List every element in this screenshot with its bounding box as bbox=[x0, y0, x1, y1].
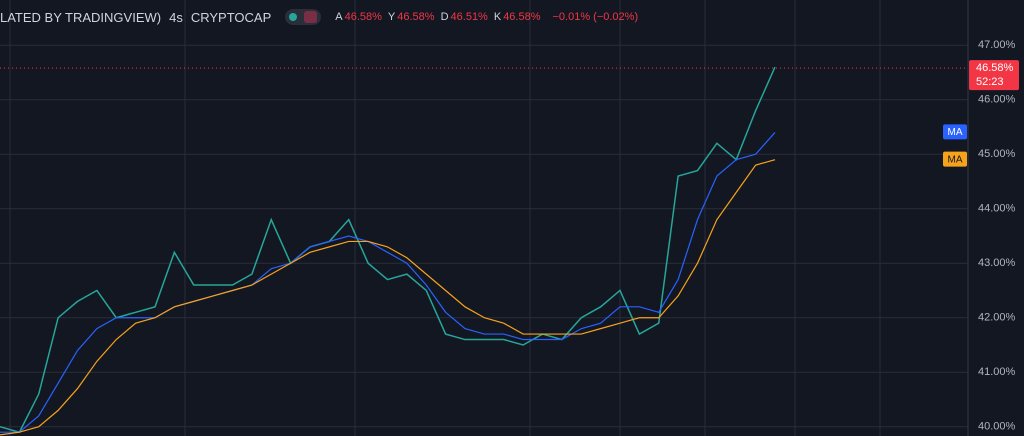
ohlc: A 46.58% Y 46.58% D 46.51% K 46.58% bbox=[335, 11, 544, 23]
ma-tag-label: MA bbox=[948, 154, 963, 165]
y-tick-label: 46.00% bbox=[978, 94, 1016, 106]
time-grid bbox=[9, 0, 881, 436]
y-tick-label: 44.00% bbox=[978, 203, 1016, 215]
visibility-toggle[interactable] bbox=[285, 9, 322, 25]
series-line bbox=[0, 66, 776, 434]
series-line bbox=[0, 159, 776, 436]
ohlc-key: Y bbox=[387, 11, 396, 23]
ma-tag-label: MA bbox=[948, 127, 963, 138]
ohlc-value: 46.58% bbox=[397, 11, 435, 23]
change: −0.01% (−0.02%) bbox=[552, 11, 639, 23]
y-tick-label: 42.00% bbox=[978, 312, 1016, 324]
ohlc-value: 46.58% bbox=[503, 11, 541, 23]
source: CRYPTOCAP bbox=[190, 9, 272, 25]
y-tick-label: 45.00% bbox=[978, 148, 1016, 160]
ohlc-key: K bbox=[493, 11, 502, 23]
last-price-label: 46.58% bbox=[976, 62, 1014, 74]
y-tick-label: 43.00% bbox=[978, 257, 1016, 269]
countdown: 52:23 bbox=[976, 76, 1004, 88]
ohlc-value: 46.51% bbox=[450, 11, 488, 23]
ma-tag bbox=[943, 124, 967, 140]
y-tick-label: 40.00% bbox=[978, 421, 1016, 433]
ma-tag bbox=[943, 151, 967, 167]
interval: 4s bbox=[169, 9, 183, 25]
symbol-title: LATED BY TRADINGVIEW) bbox=[0, 9, 162, 25]
legend-header: LATED BY TRADINGVIEW) 4s CRYPTOCAP A 46.5… bbox=[0, 9, 642, 25]
series-line bbox=[0, 132, 776, 433]
ohlc-value: 46.58% bbox=[344, 11, 382, 23]
ohlc-key: D bbox=[440, 11, 449, 23]
ohlc-key: A bbox=[335, 11, 343, 23]
last-price-tag bbox=[969, 60, 1019, 91]
y-tick-label: 41.00% bbox=[978, 366, 1016, 378]
y-tick-label: 47.00% bbox=[978, 39, 1016, 51]
